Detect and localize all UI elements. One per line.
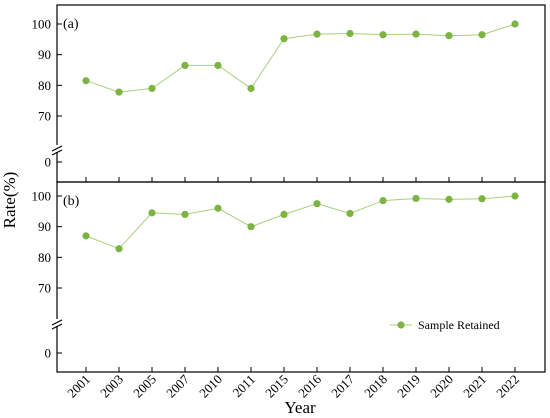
- y-tick-label: 70: [38, 281, 51, 296]
- plot-frame: [56, 181, 546, 373]
- data-point: [511, 192, 519, 200]
- data-point: [478, 31, 486, 39]
- data-point: [181, 210, 189, 218]
- x-tick-label: 2003: [97, 372, 126, 401]
- data-point: [379, 31, 387, 39]
- x-tick-label: 2005: [130, 372, 159, 401]
- y-tick-label: 80: [38, 250, 51, 265]
- data-point: [280, 210, 288, 218]
- x-tick-label: 2022: [493, 372, 522, 401]
- data-point: [313, 30, 321, 38]
- y-tick-label: 0: [45, 155, 52, 170]
- data-point: [214, 61, 222, 69]
- axis-break-mark: [51, 319, 63, 326]
- legend-marker: [397, 321, 405, 329]
- panel-label: (a): [63, 17, 79, 32]
- x-tick-label: 2019: [394, 372, 423, 401]
- panel-a: 0 70 80 90 100 (a): [32, 4, 546, 183]
- data-point: [478, 195, 486, 203]
- data-point: [445, 32, 453, 40]
- data-point: [82, 77, 90, 85]
- axis-break-mark: [51, 323, 63, 330]
- data-point: [313, 200, 321, 208]
- panel-b: 0 70 80 90 100 (b): [32, 181, 546, 373]
- data-point: [82, 232, 90, 240]
- y-tick-label: 80: [38, 78, 51, 93]
- legend: Sample Retained: [390, 318, 500, 332]
- data-point: [247, 84, 255, 92]
- x-tick-label: 2020: [427, 372, 456, 401]
- data-point: [280, 35, 288, 43]
- y-tick-label: 0: [45, 346, 52, 361]
- x-axis-title: Year: [284, 398, 316, 417]
- panel-label: (b): [63, 194, 80, 209]
- data-point: [247, 223, 255, 231]
- data-point: [115, 88, 123, 96]
- plot-frame: [56, 4, 546, 183]
- data-point: [148, 209, 156, 217]
- x-tick-label: 2011: [229, 372, 258, 401]
- data-point: [346, 29, 354, 38]
- data-point: [379, 197, 387, 205]
- y-tick-label: 100: [32, 17, 52, 32]
- legend-label: Sample Retained: [418, 318, 500, 332]
- data-point: [346, 209, 354, 218]
- axis-break-mark: [51, 145, 63, 152]
- data-point: [115, 245, 123, 253]
- x-tick-label: 2010: [196, 372, 225, 401]
- x-tick-label: 2016: [295, 371, 324, 400]
- y-tick-label: 100: [32, 189, 52, 204]
- y-tick-label: 90: [38, 219, 51, 234]
- y-tick-label: 90: [38, 47, 51, 62]
- data-point: [214, 204, 222, 212]
- axis-break-mark: [51, 149, 63, 156]
- x-tick-label: 2017: [328, 371, 357, 400]
- x-tick-label: 2015: [262, 372, 291, 401]
- x-tick-label: 2021: [460, 372, 489, 401]
- data-point: [412, 30, 420, 38]
- data-point: [511, 20, 519, 28]
- data-point: [412, 194, 420, 203]
- data-point: [148, 84, 156, 92]
- x-tick-label: 2018: [361, 372, 390, 401]
- series-line: [85, 23, 516, 93]
- x-tick-label: 2007: [163, 371, 192, 400]
- series-line: [85, 195, 516, 250]
- y-axis-title: Rate(%): [0, 172, 19, 229]
- x-tick-label: 2001: [64, 372, 93, 401]
- data-point: [181, 61, 189, 69]
- y-tick-label: 70: [38, 109, 51, 124]
- data-point: [445, 195, 453, 203]
